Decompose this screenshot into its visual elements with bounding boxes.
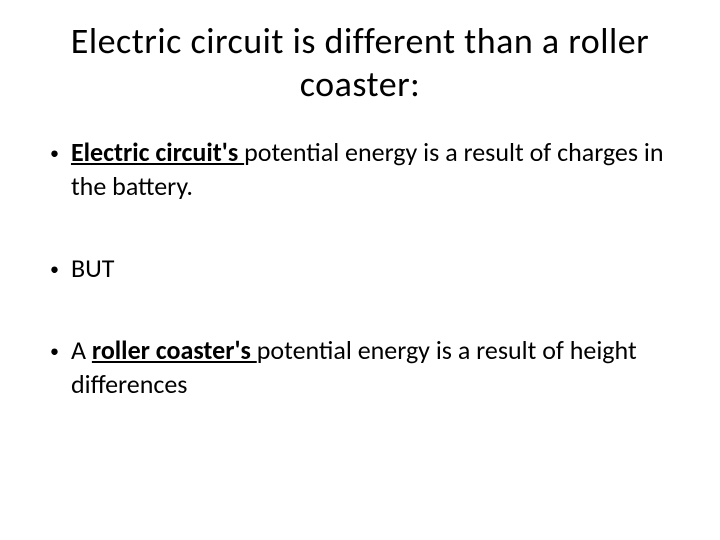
bullet-item-3: • A roller coaster's potential energy is… xyxy=(50,334,670,402)
bullet-lead-emphasis: Electric circuit's xyxy=(71,136,244,168)
bullet-lead-emphasis: roller coaster's xyxy=(92,334,257,366)
bullet-marker: • xyxy=(50,136,59,170)
bullet-item-1: • Electric circuit's potential energy is… xyxy=(50,136,670,204)
bullet-content: A roller coaster's potential energy is a… xyxy=(71,334,670,402)
bullet-content: Electric circuit's potential energy is a… xyxy=(71,136,670,204)
bullet-rest: BUT xyxy=(71,252,115,284)
bullet-list: • Electric circuit's potential energy is… xyxy=(50,136,670,401)
bullet-marker: • xyxy=(50,252,59,286)
bullet-content: BUT xyxy=(71,252,670,286)
bullet-pre: A xyxy=(71,334,92,366)
bullet-item-2: • BUT xyxy=(50,252,670,286)
bullet-marker: • xyxy=(50,334,59,368)
slide-title: Electric circuit is different than a rol… xyxy=(50,20,670,106)
